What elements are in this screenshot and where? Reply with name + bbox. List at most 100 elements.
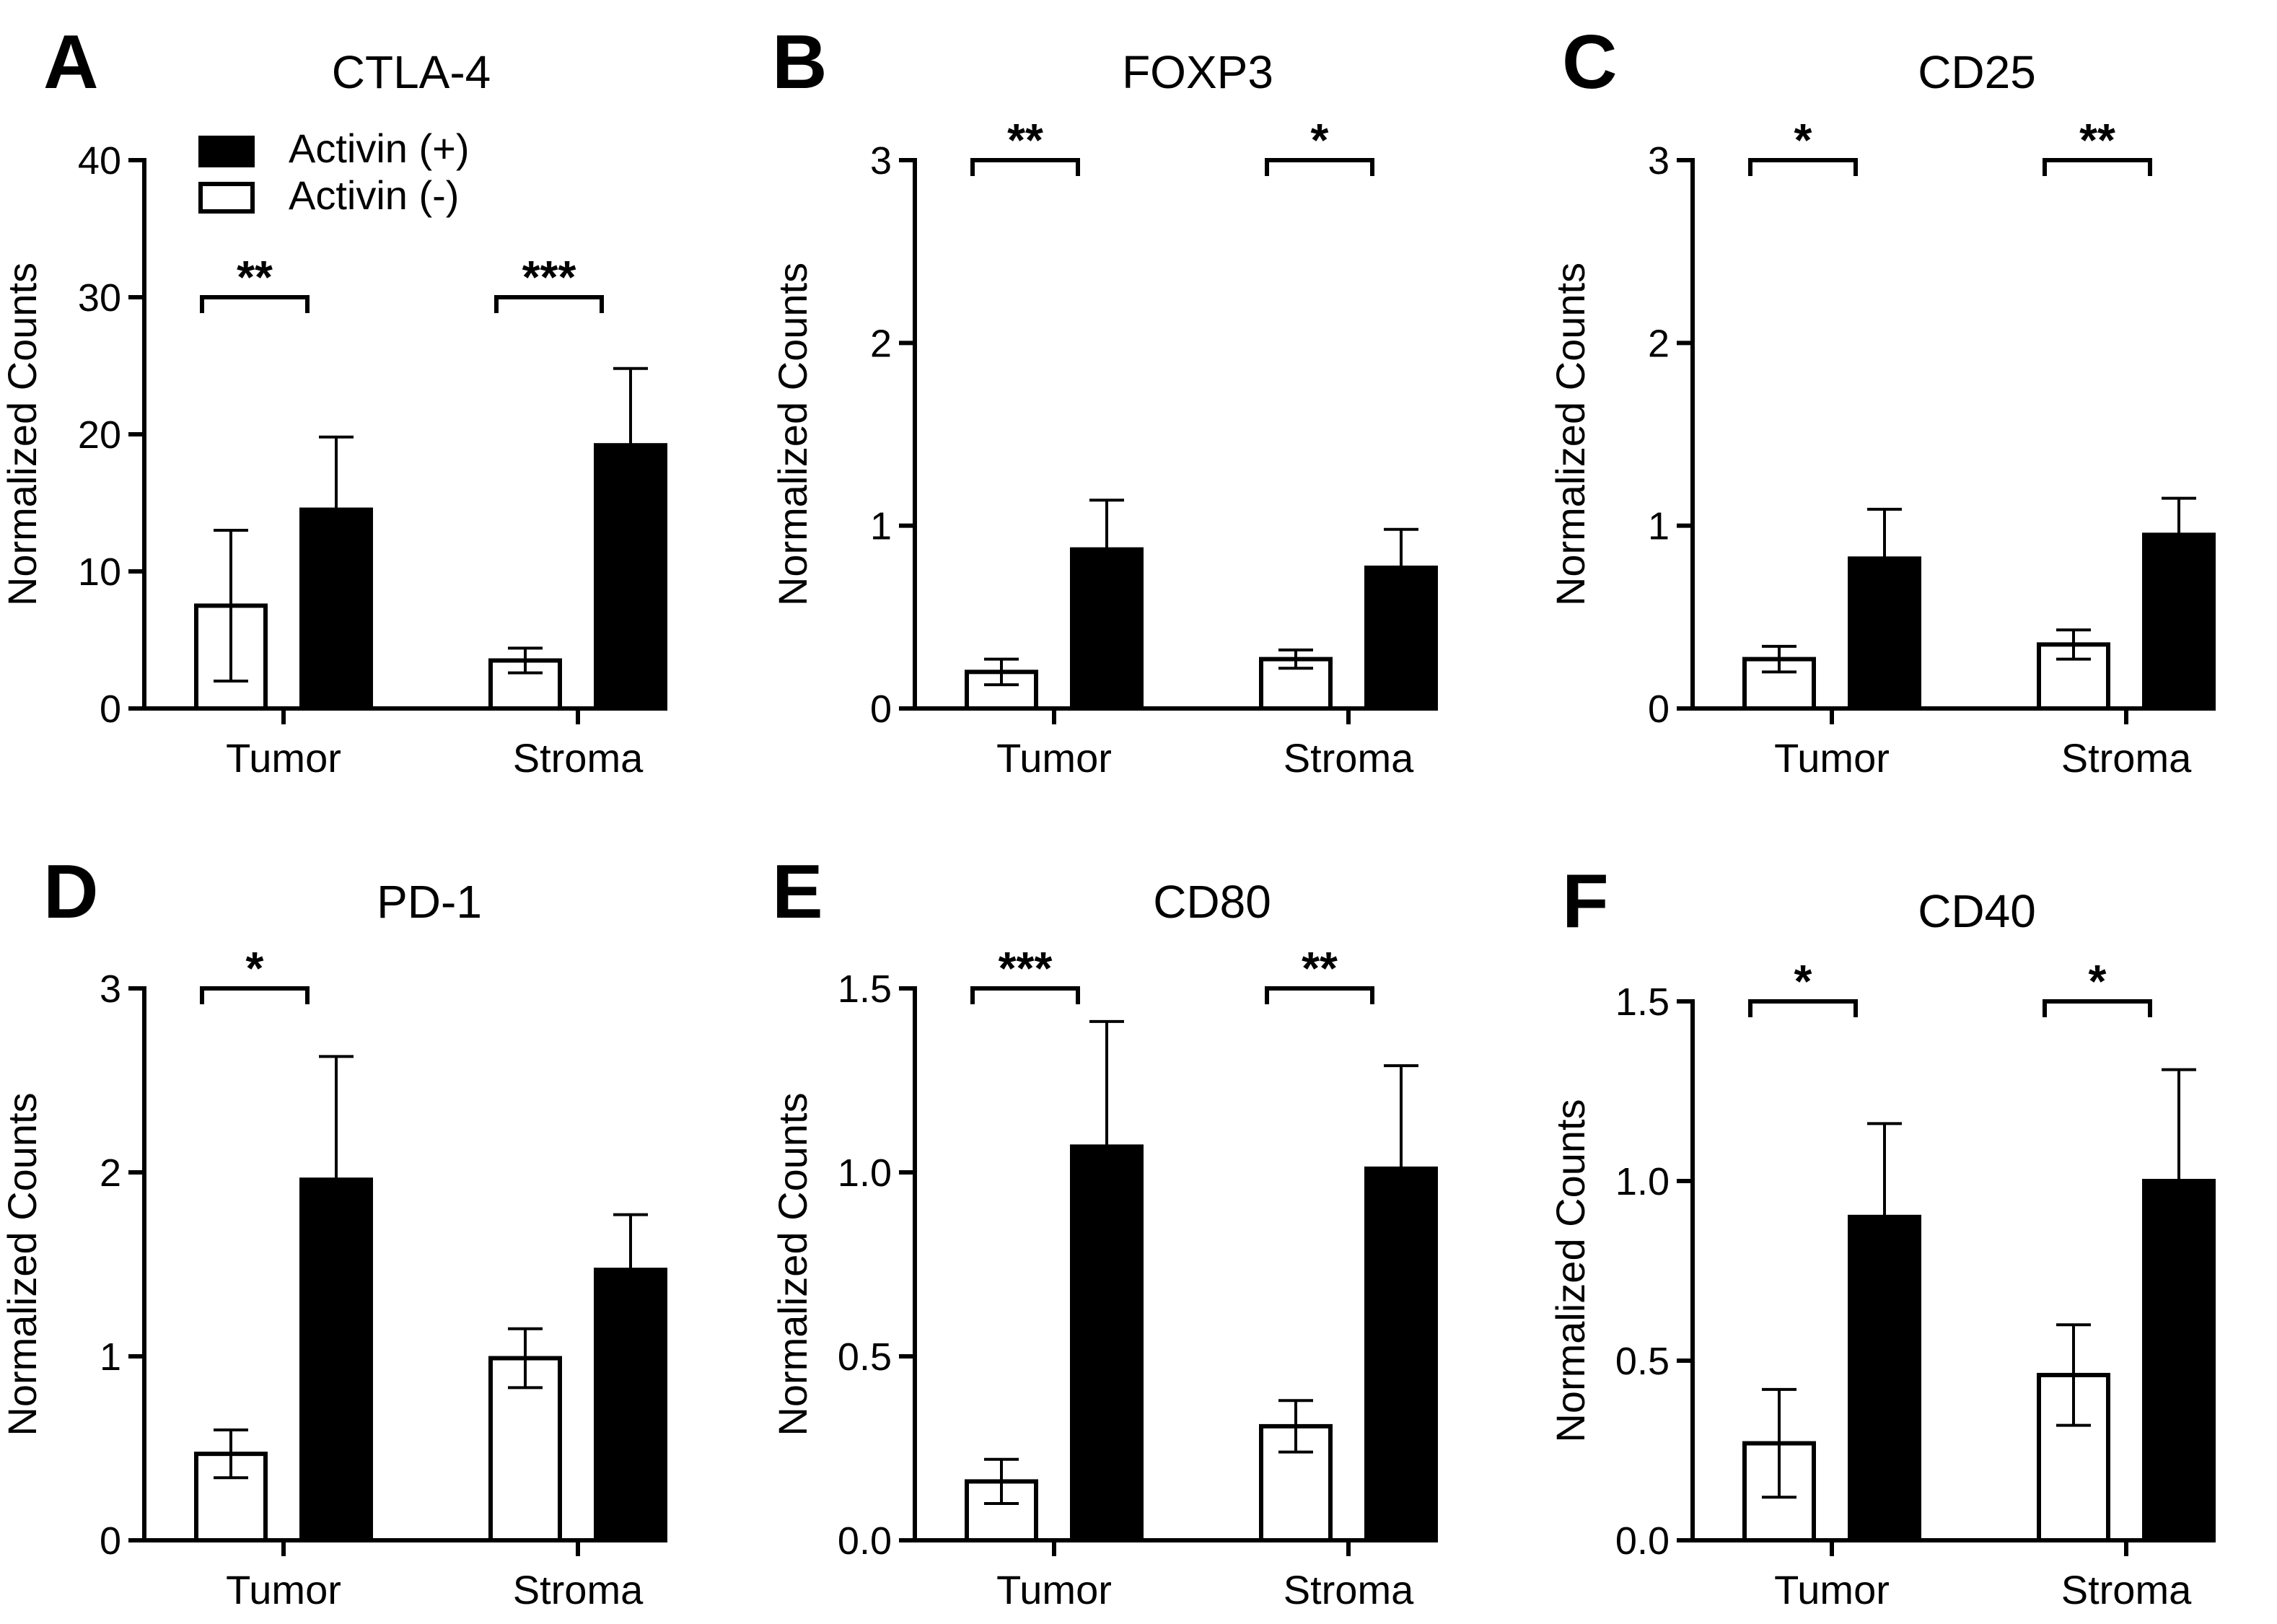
bar-activin-plus <box>1070 1144 1144 1543</box>
y-axis-label: Normalized Counts <box>0 1092 45 1436</box>
bar-activin-plus <box>1364 565 1438 711</box>
y-tick-label: 0 <box>100 688 121 731</box>
panel-f: F CD40 Normalized Counts 0.0 0.5 1.0 1.5 Tumor S… <box>1548 859 2216 1612</box>
significance-label: * <box>246 942 264 994</box>
legend: Activin (+) Activin (-) <box>198 126 470 218</box>
y-tick-label: 10 <box>78 550 121 594</box>
y-tick-label: 0.0 <box>838 1519 892 1563</box>
significance-bracket <box>1748 999 1858 1017</box>
x-tick-label: Stroma <box>513 1567 644 1612</box>
significance-label: ** <box>1302 942 1338 994</box>
panel-letter: E <box>772 849 823 934</box>
x-tick-label: Stroma <box>2061 1567 2192 1612</box>
legend-label-activin-minus: Activin (-) <box>289 172 459 218</box>
bar-activin-plus <box>594 1268 667 1543</box>
x-tick-label: Tumor <box>226 735 341 781</box>
significance-label: ** <box>237 251 273 303</box>
panel-a: A CTLA-4 Normalized Counts 0 10 20 30 40 Tumor St… <box>0 19 667 781</box>
y-tick-label: 3 <box>870 139 892 183</box>
y-tick-label: 3 <box>100 967 121 1011</box>
chart-title: CTLA-4 <box>332 46 491 98</box>
chart-title: FOXP3 <box>1122 46 1273 98</box>
y-axis-label: Normalized Counts <box>1548 1099 1593 1442</box>
x-tick-label: Stroma <box>1284 735 1414 781</box>
y-tick-label: 2 <box>870 322 892 365</box>
y-tick-label: 1.5 <box>838 967 892 1011</box>
y-tick-label: 1.0 <box>1615 1160 1670 1203</box>
panel-letter: C <box>1562 19 1618 105</box>
bar-activin-plus <box>1070 547 1144 711</box>
bar-activin-plus <box>2142 1179 2216 1542</box>
y-tick-label: 1 <box>100 1335 121 1379</box>
x-tick-label: Stroma <box>2061 735 2192 781</box>
chart-title: PD-1 <box>377 876 482 928</box>
significance-bracket <box>200 295 310 313</box>
bar-activin-plus <box>1848 556 1921 711</box>
y-tick-label: 1.5 <box>1615 980 1670 1024</box>
panel-e: E CD80 Normalized Counts 0.0 0.5 1.0 1.5 Tumor S… <box>770 849 1438 1612</box>
significance-bracket <box>2043 999 2152 1017</box>
significance-bracket <box>1265 158 1374 176</box>
chart-title: CD25 <box>1918 46 2036 98</box>
y-tick-label: 0 <box>870 688 892 731</box>
chart-title: CD80 <box>1153 876 1271 928</box>
panel-letter: F <box>1562 859 1609 944</box>
y-axis-label: Normalized Counts <box>770 263 815 606</box>
significance-bracket <box>970 986 1080 1004</box>
bar-activin-plus <box>1848 1214 1921 1543</box>
y-tick-label: 0 <box>1648 688 1670 731</box>
significance-label: * <box>1311 114 1329 166</box>
y-axis-label: Normalized Counts <box>0 263 45 606</box>
significance-label: *** <box>522 251 576 303</box>
legend-label-activin-plus: Activin (+) <box>289 126 470 171</box>
x-tick-label: Tumor <box>1774 735 1890 781</box>
significance-label: * <box>1794 114 1812 166</box>
bar-activin-minus <box>488 1356 562 1543</box>
y-tick-label: 0.5 <box>1615 1340 1670 1383</box>
significance-label: * <box>1794 955 1812 1007</box>
y-tick-label: 1 <box>870 505 892 548</box>
y-tick-label: 2 <box>1648 322 1670 365</box>
significance-label: ** <box>1007 114 1043 166</box>
x-tick-label: Tumor <box>226 1567 341 1612</box>
bar-activin-plus <box>2142 532 2216 711</box>
y-tick-label: 0 <box>100 1519 121 1563</box>
bar-activin-plus <box>299 1177 373 1542</box>
x-tick-label: Tumor <box>996 1567 1112 1612</box>
panel-letter: D <box>43 849 99 934</box>
y-tick-label: 2 <box>100 1151 121 1195</box>
y-axis-label: Normalized Counts <box>1548 263 1593 606</box>
panel-d: D PD-1 Normalized Counts 0 1 2 3 Tumor Stroma * <box>0 849 667 1612</box>
y-tick-label: 3 <box>1648 139 1670 183</box>
bar-activin-plus <box>299 507 373 711</box>
bar-activin-plus <box>1364 1166 1438 1542</box>
y-tick-label: 30 <box>78 276 121 320</box>
y-tick-label: 40 <box>78 139 121 183</box>
significance-bracket <box>494 295 604 313</box>
panel-letter: B <box>772 19 828 105</box>
x-tick-label: Stroma <box>513 735 644 781</box>
significance-label: * <box>2089 955 2107 1007</box>
y-tick-label: 20 <box>78 413 121 457</box>
significance-bracket <box>1748 158 1858 176</box>
chart-title: CD40 <box>1918 885 2036 937</box>
significance-bracket <box>1265 986 1374 1004</box>
y-tick-label: 1.0 <box>838 1151 892 1195</box>
legend-swatch-activin-plus <box>198 136 255 167</box>
significance-bracket <box>200 986 310 1004</box>
panel-letter: A <box>43 19 99 105</box>
x-tick-label: Tumor <box>1774 1567 1890 1612</box>
y-tick-label: 0.5 <box>838 1335 892 1379</box>
legend-swatch-activin-minus <box>198 182 255 214</box>
y-tick-label: 1 <box>1648 505 1670 548</box>
y-tick-label: 0.0 <box>1615 1519 1670 1563</box>
significance-label: ** <box>2079 114 2115 166</box>
significance-bracket <box>2043 158 2152 176</box>
significance-bracket <box>970 158 1080 176</box>
bar-activin-plus <box>594 443 667 711</box>
x-tick-label: Stroma <box>1284 1567 1414 1612</box>
y-axis-label: Normalized Counts <box>770 1092 815 1436</box>
